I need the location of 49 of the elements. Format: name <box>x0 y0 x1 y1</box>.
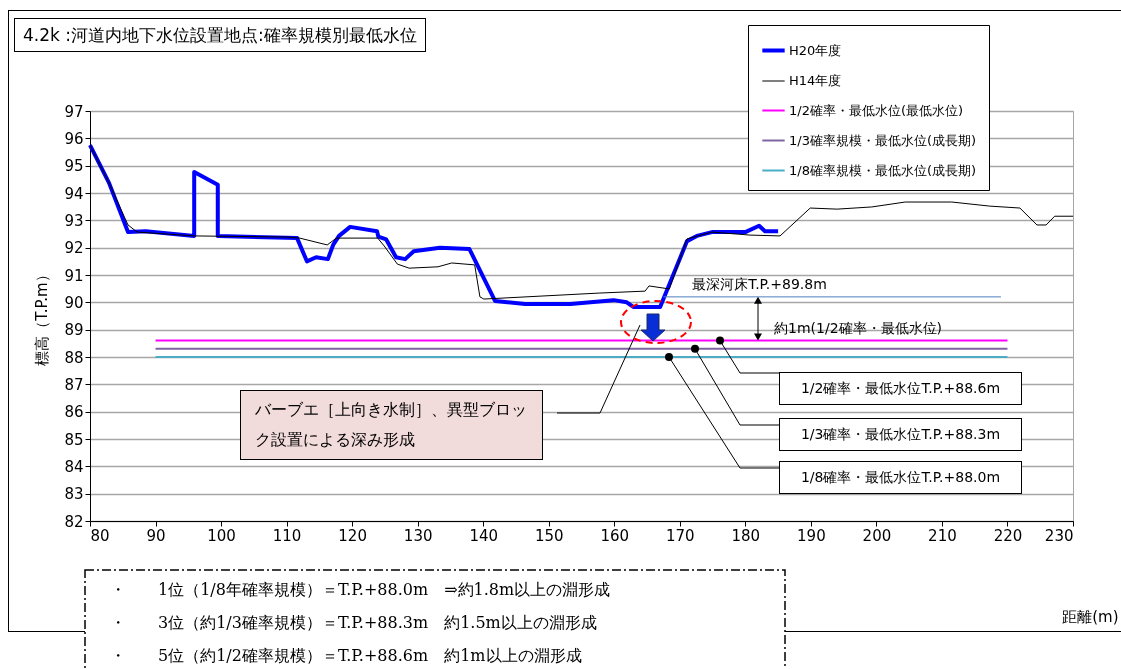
x-axis-title: 距離(m) <box>1062 607 1119 626</box>
annotation: 1/8確率・最低水位T.P.+88.0m <box>779 461 1022 494</box>
annotation: バーブエ［上向き水制］、異型ブロック設置による深み形成 <box>240 390 543 460</box>
x-tick-label: 160 <box>600 526 630 545</box>
x-tick-label: 170 <box>665 526 695 545</box>
y-tick-label: 88 <box>64 348 84 367</box>
y-tick-label: 86 <box>64 403 84 422</box>
x-tick-label: 140 <box>469 526 499 545</box>
y-tick-label: 85 <box>64 430 84 449</box>
x-tick-label: 90 <box>146 526 166 545</box>
x-tick-label: 150 <box>534 526 564 545</box>
y-tick-label: 93 <box>64 211 84 230</box>
y-tick-label: 83 <box>64 485 84 504</box>
text: ・ 1位（1/8年確率規模）＝T.P.+88.0m ⇒約1.8m以上の淵形成 <box>110 579 611 601</box>
x-tick-label: 220 <box>993 526 1023 545</box>
legend-label: 1/8確率規模・最低水位(成長期) <box>789 162 977 178</box>
y-tick-label: 94 <box>64 184 84 203</box>
annotation: 最深河床T.P.+89.8m <box>692 274 827 293</box>
y-tick-label: 84 <box>64 457 84 476</box>
y-tick-label: 90 <box>64 293 84 312</box>
x-tick-label: 180 <box>731 526 761 545</box>
x-tick-label: 110 <box>272 526 302 545</box>
annotation: 1/2確率・最低水位T.P.+88.6m <box>779 372 1022 405</box>
legend-label: 1/3確率規模・最低水位(成長期) <box>789 132 977 148</box>
y-tick-label: 96 <box>64 129 84 148</box>
chart-title: 4.2k :河道内地下水位設置地点:確率規模別最低水位 <box>14 18 426 52</box>
y-tick-label: 91 <box>64 266 84 285</box>
x-tick-label: 190 <box>797 526 826 545</box>
y-tick-label: 87 <box>64 375 84 394</box>
legend-label: H20年度 <box>789 42 842 58</box>
text: ・ 3位（約1/3確率規模）＝T.P.+88.3m 約1.5m以上の淵形成 <box>110 612 597 634</box>
text: ・ 5位（約1/2確率規模）＝T.P.+88.6m 約1m以上の淵形成 <box>110 645 582 667</box>
annotation: 1/3確率・最低水位T.P.+88.3m <box>779 418 1022 451</box>
y-tick-label: 95 <box>64 157 84 176</box>
y-tick-label: 82 <box>64 512 84 531</box>
x-tick-label: 230 <box>1044 526 1074 545</box>
x-tick-label: 100 <box>207 526 236 545</box>
annotation: 約1m(1/2確率・最低水位) <box>774 319 942 337</box>
x-tick-label: 120 <box>338 526 367 545</box>
x-tick-label: 80 <box>90 526 110 545</box>
legend-label: H14年度 <box>789 73 842 88</box>
x-tick-label: 210 <box>928 526 957 545</box>
x-tick-label: 200 <box>862 526 892 545</box>
y-tick-label: 92 <box>64 239 84 258</box>
y-tick-label: 97 <box>64 102 84 121</box>
y-tick-label: 89 <box>64 321 84 340</box>
y-axis-title: 標高（T.P.m） <box>33 267 52 366</box>
x-tick-label: 130 <box>403 526 433 545</box>
legend-label: 1/2確率・最低水位(最低水位) <box>789 102 964 118</box>
